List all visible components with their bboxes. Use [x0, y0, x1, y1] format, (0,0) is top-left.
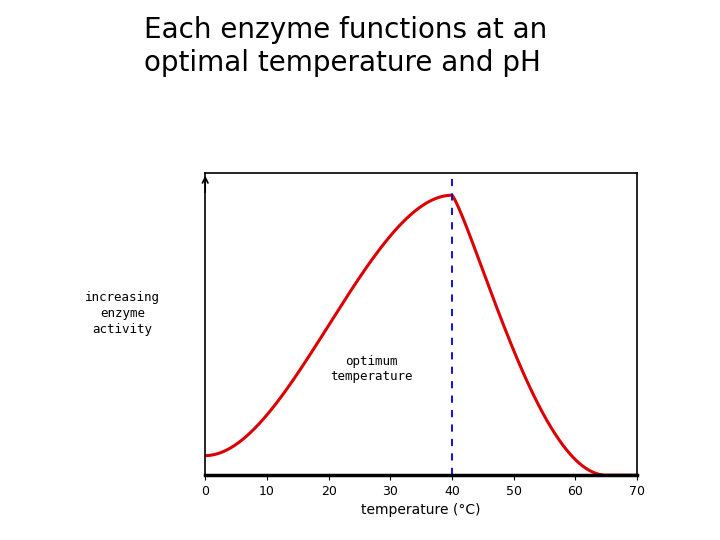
Text: increasing
enzyme
activity: increasing enzyme activity: [85, 291, 160, 336]
X-axis label: temperature (°C): temperature (°C): [361, 503, 481, 517]
Text: Each enzyme functions at an
optimal temperature and pH: Each enzyme functions at an optimal temp…: [144, 16, 547, 77]
Text: optimum
temperature: optimum temperature: [330, 355, 413, 383]
